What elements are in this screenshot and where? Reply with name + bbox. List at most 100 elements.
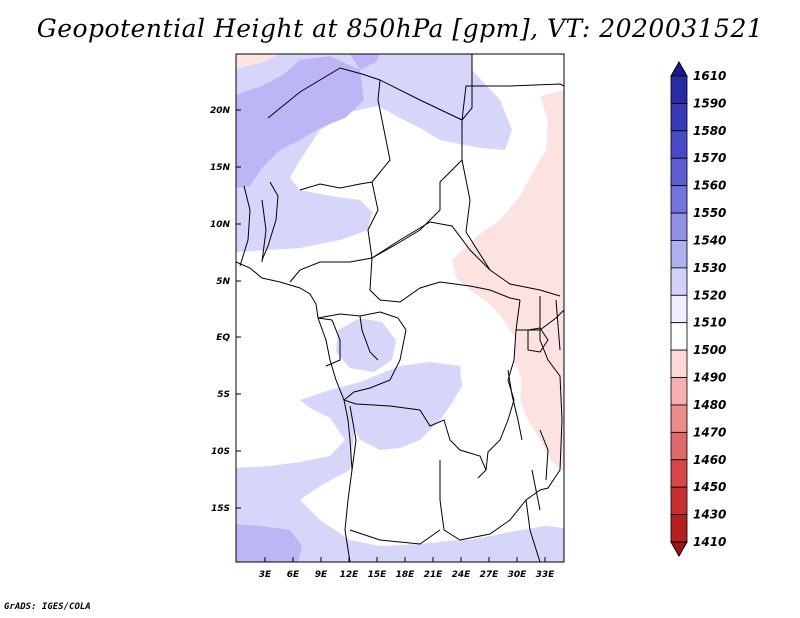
colorbar-label: 1540 (693, 233, 726, 247)
border-kenya (555, 299, 561, 351)
map-frame (235, 53, 565, 563)
colorbar-segment (670, 267, 688, 296)
border-tanzania (539, 296, 563, 491)
lake-malawi (531, 469, 541, 511)
lon-label-3e: 3E (259, 570, 272, 580)
colorbar-segment (670, 459, 688, 488)
border-gabon (317, 317, 341, 367)
lon-label-15e: 15E (368, 570, 388, 580)
colorbar-segment (670, 240, 688, 269)
colorbar-segment (670, 404, 688, 433)
longitude-labels: 3E 6E 9E 12E 15E 18E 21E 24E 27E 30E 33E (259, 570, 555, 580)
colorbar-label: 1410 (693, 535, 726, 549)
chart-title: Geopotential Height at 850hPa [gpm], VT:… (36, 14, 764, 43)
shade-northwest-mid-blue (236, 56, 364, 188)
colorbar-segment (670, 514, 688, 543)
shade-southeast-blue (470, 526, 564, 562)
border-east-sudan (461, 83, 564, 121)
colorbar-segment (670, 157, 688, 187)
lon-label-18e: 18E (396, 570, 416, 580)
border-nigeria (299, 181, 373, 191)
lat-label-15n: 15N (210, 163, 231, 173)
border-drc-north (369, 257, 521, 303)
border-ghana (239, 185, 251, 267)
latitude-labels: 20N 15N 10N 5N EQ 5S 10S 15S (210, 106, 231, 514)
colorbar-label: 1580 (693, 124, 726, 138)
border-malawi (539, 429, 549, 481)
lat-label-5n: 5N (216, 277, 230, 287)
colorbar-label: 1480 (693, 398, 726, 412)
colorbar-label: 1450 (693, 480, 726, 494)
border-drc-south (343, 399, 487, 479)
border-north (267, 67, 463, 283)
colorbar-label: 1500 (693, 343, 726, 357)
shade-northeast-pink (236, 54, 280, 70)
colorbar-segment (670, 130, 688, 159)
border-libya (461, 54, 473, 121)
lon-label-21e: 21E (424, 570, 444, 580)
colorbar-label: 1430 (693, 508, 726, 522)
axis-ticks (236, 109, 546, 562)
lat-label-5s: 5S (217, 390, 230, 400)
lat-label-15s: 15S (211, 504, 230, 514)
lon-label-27e: 27E (480, 570, 500, 580)
lat-label-20n: 20N (210, 106, 231, 116)
colorbar-label: 1490 (693, 371, 726, 385)
colorbar-label: 1530 (693, 261, 726, 275)
colorbar-label: 1570 (693, 151, 726, 165)
colorbar-label: 1510 (693, 316, 726, 330)
border-south-sudan (461, 159, 491, 271)
shade-central-blob (336, 318, 396, 372)
lon-label-33e: 33E (536, 570, 556, 580)
lon-label-9e: 9E (315, 570, 328, 580)
lon-label-24e: 24E (452, 570, 472, 580)
colorbar-segment (670, 486, 688, 515)
colorbar-label: 1460 (693, 453, 726, 467)
lon-label-6e: 6E (287, 570, 300, 580)
colorbar-segment (670, 322, 688, 351)
lake-tanganyika (507, 369, 523, 441)
lon-label-12e: 12E (340, 570, 360, 580)
border-mozambique (525, 499, 541, 562)
border-zambia (439, 460, 541, 541)
borders (236, 54, 564, 562)
colorbar-label: 1520 (693, 288, 726, 302)
colorbar-label: 1590 (693, 96, 726, 110)
lake-victoria (527, 327, 549, 353)
colorbar-segment (670, 377, 688, 406)
grads-credit: GrADS: IGES/COLA (4, 602, 91, 612)
border-congo (359, 315, 379, 361)
border-angola (344, 405, 357, 562)
colorbar-bottom-arrow (670, 541, 688, 558)
colorbar-top-arrow (670, 60, 688, 77)
border-namibia (349, 529, 441, 545)
border-drc-east (485, 299, 521, 471)
colorbar: 1610 1590 1580 1570 1560 1550 1540 1530 1520 1510… (670, 60, 726, 558)
coastline-west (236, 261, 353, 471)
colorbar-label: 1550 (693, 206, 726, 220)
lat-label-eq: EQ (216, 333, 230, 343)
shade-top-mid-blue (350, 54, 380, 70)
colorbar-segment (670, 294, 688, 324)
border-drc-west (317, 311, 407, 401)
colorbar-label: 1610 (693, 69, 726, 83)
border-benin (261, 181, 279, 261)
border-car (371, 221, 561, 297)
shade-south-light-blue (236, 362, 564, 562)
colorbar-segment (670, 212, 688, 241)
colorbar-label: 1560 (693, 179, 726, 193)
colorbar-label: 1470 (693, 425, 726, 439)
colorbar-segment (670, 349, 688, 378)
border-togo (261, 199, 267, 263)
colorbar-segment (670, 185, 688, 214)
colorbar-segment (670, 103, 688, 132)
shade-east-pink (452, 90, 564, 470)
lat-label-10n: 10N (210, 220, 231, 230)
lat-label-10s: 10S (211, 447, 230, 457)
colorbar-segment (670, 431, 688, 461)
map-border (235, 53, 565, 563)
colorbar-segment (670, 75, 688, 104)
height-field (236, 54, 564, 562)
shade-southwest-mid-blue (236, 524, 302, 562)
